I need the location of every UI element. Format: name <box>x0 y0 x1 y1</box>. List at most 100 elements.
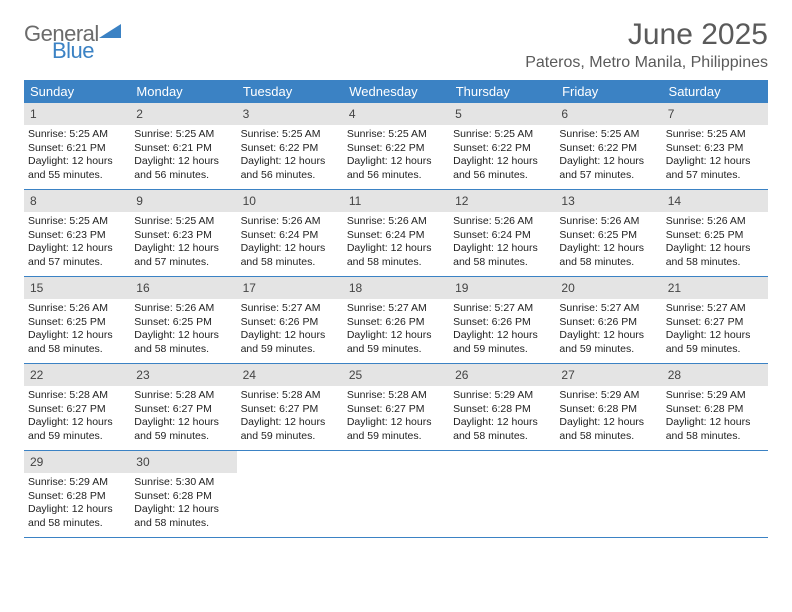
day-cell: 23Sunrise: 5:28 AMSunset: 6:27 PMDayligh… <box>130 364 236 450</box>
sunset-line: Sunset: 6:28 PM <box>28 490 126 504</box>
day-number: 26 <box>455 368 468 382</box>
day-number: 13 <box>561 194 574 208</box>
sunset-line: Sunset: 6:25 PM <box>666 229 764 243</box>
day-number-bar: 11 <box>343 190 449 212</box>
sunrise-line: Sunrise: 5:29 AM <box>666 389 764 403</box>
day-number-bar: 25 <box>343 364 449 386</box>
day-cell: 26Sunrise: 5:29 AMSunset: 6:28 PMDayligh… <box>449 364 555 450</box>
sunset-line: Sunset: 6:22 PM <box>453 142 551 156</box>
day-number: 27 <box>561 368 574 382</box>
daylight-line: Daylight: 12 hours and 58 minutes. <box>134 503 232 530</box>
day-cell: 5Sunrise: 5:25 AMSunset: 6:22 PMDaylight… <box>449 103 555 189</box>
day-number: 30 <box>136 455 149 469</box>
sunset-line: Sunset: 6:28 PM <box>134 490 232 504</box>
daylight-line: Daylight: 12 hours and 58 minutes. <box>453 242 551 269</box>
daylight-line: Daylight: 12 hours and 58 minutes. <box>28 503 126 530</box>
sunrise-line: Sunrise: 5:25 AM <box>241 128 339 142</box>
day-number-bar: 6 <box>555 103 661 125</box>
day-number: 1 <box>30 107 37 121</box>
weekday-header: Wednesday <box>343 80 449 103</box>
day-number: 24 <box>243 368 256 382</box>
weekday-header: Saturday <box>663 80 768 103</box>
day-number-bar: 23 <box>130 364 236 386</box>
sunset-line: Sunset: 6:24 PM <box>453 229 551 243</box>
daylight-line: Daylight: 12 hours and 58 minutes. <box>453 416 551 443</box>
sunrise-line: Sunrise: 5:26 AM <box>347 215 445 229</box>
day-number: 2 <box>136 107 143 121</box>
day-cell: 6Sunrise: 5:25 AMSunset: 6:22 PMDaylight… <box>555 103 661 189</box>
daylight-line: Daylight: 12 hours and 58 minutes. <box>666 416 764 443</box>
day-number: 29 <box>30 455 43 469</box>
day-cell: 29Sunrise: 5:29 AMSunset: 6:28 PMDayligh… <box>24 451 130 537</box>
daylight-line: Daylight: 12 hours and 56 minutes. <box>453 155 551 182</box>
sunrise-line: Sunrise: 5:26 AM <box>453 215 551 229</box>
weekday-header: Friday <box>556 80 662 103</box>
sunrise-line: Sunrise: 5:28 AM <box>28 389 126 403</box>
day-number: 8 <box>30 194 37 208</box>
sunset-line: Sunset: 6:22 PM <box>347 142 445 156</box>
day-number-bar: 1 <box>24 103 130 125</box>
sunrise-line: Sunrise: 5:25 AM <box>28 128 126 142</box>
sunset-line: Sunset: 6:21 PM <box>28 142 126 156</box>
day-cell <box>449 451 555 537</box>
sunrise-line: Sunrise: 5:26 AM <box>28 302 126 316</box>
calendar-body: 1Sunrise: 5:25 AMSunset: 6:21 PMDaylight… <box>24 103 768 538</box>
day-number-bar: 8 <box>24 190 130 212</box>
sunset-line: Sunset: 6:26 PM <box>241 316 339 330</box>
daylight-line: Daylight: 12 hours and 59 minutes. <box>347 329 445 356</box>
sunrise-line: Sunrise: 5:30 AM <box>134 476 232 490</box>
day-number-bar: 22 <box>24 364 130 386</box>
day-cell: 12Sunrise: 5:26 AMSunset: 6:24 PMDayligh… <box>449 190 555 276</box>
day-number: 14 <box>668 194 681 208</box>
daylight-line: Daylight: 12 hours and 58 minutes. <box>666 242 764 269</box>
day-cell: 7Sunrise: 5:25 AMSunset: 6:23 PMDaylight… <box>662 103 768 189</box>
daylight-line: Daylight: 12 hours and 58 minutes. <box>241 242 339 269</box>
logo-line2: Blue <box>52 41 99 62</box>
day-cell: 20Sunrise: 5:27 AMSunset: 6:26 PMDayligh… <box>555 277 661 363</box>
day-cell: 25Sunrise: 5:28 AMSunset: 6:27 PMDayligh… <box>343 364 449 450</box>
day-cell: 15Sunrise: 5:26 AMSunset: 6:25 PMDayligh… <box>24 277 130 363</box>
sunrise-line: Sunrise: 5:25 AM <box>666 128 764 142</box>
day-number: 21 <box>668 281 681 295</box>
day-cell: 21Sunrise: 5:27 AMSunset: 6:27 PMDayligh… <box>662 277 768 363</box>
weekday-header: Thursday <box>450 80 556 103</box>
day-number-bar: 14 <box>662 190 768 212</box>
day-number: 15 <box>30 281 43 295</box>
day-number-bar: 3 <box>237 103 343 125</box>
day-number: 4 <box>349 107 356 121</box>
sunrise-line: Sunrise: 5:26 AM <box>241 215 339 229</box>
day-number-bar: 7 <box>662 103 768 125</box>
day-cell: 24Sunrise: 5:28 AMSunset: 6:27 PMDayligh… <box>237 364 343 450</box>
sunset-line: Sunset: 6:26 PM <box>453 316 551 330</box>
week-row: 8Sunrise: 5:25 AMSunset: 6:23 PMDaylight… <box>24 190 768 277</box>
sunrise-line: Sunrise: 5:26 AM <box>134 302 232 316</box>
day-cell: 28Sunrise: 5:29 AMSunset: 6:28 PMDayligh… <box>662 364 768 450</box>
day-cell <box>237 451 343 537</box>
day-number: 23 <box>136 368 149 382</box>
day-number: 5 <box>455 107 462 121</box>
sunset-line: Sunset: 6:21 PM <box>134 142 232 156</box>
sunrise-line: Sunrise: 5:25 AM <box>134 128 232 142</box>
sunset-line: Sunset: 6:26 PM <box>559 316 657 330</box>
daylight-line: Daylight: 12 hours and 58 minutes. <box>134 329 232 356</box>
day-number: 18 <box>349 281 362 295</box>
sunrise-line: Sunrise: 5:27 AM <box>666 302 764 316</box>
sunrise-line: Sunrise: 5:28 AM <box>347 389 445 403</box>
daylight-line: Daylight: 12 hours and 58 minutes. <box>559 416 657 443</box>
sunset-line: Sunset: 6:25 PM <box>28 316 126 330</box>
sunset-line: Sunset: 6:23 PM <box>134 229 232 243</box>
day-cell: 27Sunrise: 5:29 AMSunset: 6:28 PMDayligh… <box>555 364 661 450</box>
sunrise-line: Sunrise: 5:27 AM <box>241 302 339 316</box>
day-number: 16 <box>136 281 149 295</box>
sunset-line: Sunset: 6:27 PM <box>28 403 126 417</box>
day-cell: 30 Sunrise: 5:30 AMSunset: 6:28 PMDayligh… <box>130 451 236 537</box>
day-number: 11 <box>349 194 361 208</box>
sunset-line: Sunset: 6:23 PM <box>28 229 126 243</box>
weekday-header: Tuesday <box>237 80 343 103</box>
day-number-bar: 16 <box>130 277 236 299</box>
day-number-bar: 28 <box>662 364 768 386</box>
logo: General Blue <box>24 24 121 62</box>
sunrise-line: Sunrise: 5:25 AM <box>28 215 126 229</box>
sunset-line: Sunset: 6:27 PM <box>134 403 232 417</box>
daylight-line: Daylight: 12 hours and 59 minutes. <box>28 416 126 443</box>
